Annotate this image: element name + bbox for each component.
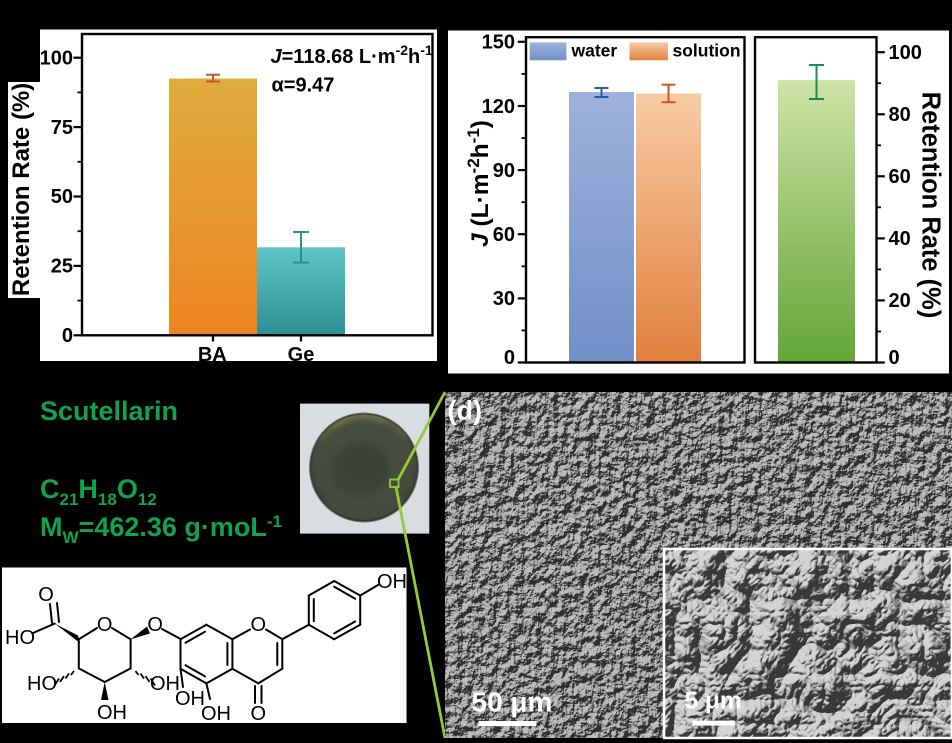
svg-text:0: 0 [504,347,515,369]
svg-text:60: 60 [889,166,911,188]
svg-text:75: 75 [51,117,73,139]
svg-text:Ge: Ge [288,344,315,366]
svg-text:HO: HO [27,673,57,695]
svg-text:α=9.47: α=9.47 [272,74,335,96]
svg-text:50 μm: 50 μm [472,686,553,717]
svg-text:O: O [38,584,54,606]
svg-text:60: 60 [493,224,515,246]
svg-text:water: water [571,41,618,61]
svg-text:OH: OH [150,673,180,695]
svg-text:120: 120 [482,96,515,118]
svg-text:OH: OH [97,702,127,724]
svg-text:O: O [97,614,113,636]
svg-text:O: O [251,703,267,725]
svg-text:20: 20 [889,290,911,312]
svg-text:0: 0 [889,347,900,369]
svg-text:J=118.68 L·m-2h-1: J=118.68 L·m-2h-1 [271,42,433,68]
svg-text:(d): (d) [448,396,482,426]
svg-text:Scutellarin: Scutellarin [40,396,178,426]
svg-text:O: O [147,614,163,636]
svg-text:100: 100 [40,47,73,69]
svg-text:OH: OH [175,688,205,710]
svg-text:solution: solution [673,41,741,61]
svg-text:C21H18O12: C21H18O12 [40,474,157,509]
svg-text:MW=462.36 g·moL-1: MW=462.36 g·moL-1 [40,512,282,548]
svg-text:OH: OH [377,571,407,593]
svg-text:O: O [251,614,267,636]
svg-text:80: 80 [889,104,911,126]
svg-text:100: 100 [889,42,922,64]
svg-text:OH: OH [201,703,231,725]
svg-text:HO: HO [5,627,35,649]
svg-text:150: 150 [482,32,515,54]
svg-text:40: 40 [889,228,911,250]
svg-text:5 μm: 5 μm [685,688,742,715]
svg-text:Retention Rate (%): Retention Rate (%) [917,92,945,319]
svg-text:25: 25 [51,256,73,278]
svg-text:50: 50 [51,186,73,208]
svg-text:BA: BA [198,344,227,366]
svg-text:90: 90 [493,160,515,182]
svg-text:Retention Rate (%): Retention Rate (%) [8,83,35,296]
svg-text:0: 0 [62,325,73,347]
svg-text:30: 30 [493,288,515,310]
